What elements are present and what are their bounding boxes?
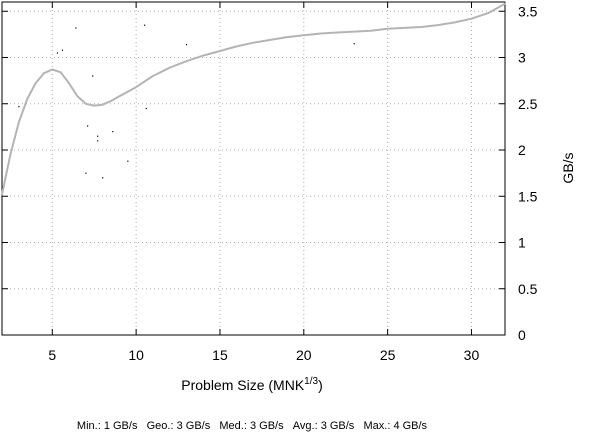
- data-point: [85, 173, 86, 174]
- stats-text: Min.: 1 GB/s Geo.: 3 GB/s Med.: 3 GB/s A…: [77, 420, 428, 432]
- x-tick-label: 30: [464, 347, 480, 363]
- data-point: [97, 136, 98, 137]
- data-point: [62, 50, 63, 51]
- y-tick-label: 3: [518, 50, 526, 66]
- x-axis: 5 10 15 20 25 30: [48, 2, 479, 363]
- y-tick-label: 0.5: [518, 281, 538, 297]
- x-tick-label: 25: [380, 347, 396, 363]
- data-point: [112, 131, 113, 132]
- data-point: [144, 25, 145, 26]
- y-tick-label: 0: [518, 327, 526, 343]
- x-axis-title-main: Problem Size (MNK: [181, 377, 305, 393]
- trend-line: [2, 4, 505, 195]
- data-point: [75, 27, 76, 28]
- data-point: [146, 108, 147, 109]
- data-point: [92, 76, 93, 77]
- stat-value: 3 GB/s: [321, 420, 355, 432]
- data-point: [127, 161, 128, 162]
- stats-line: Min.: 1 GB/s Geo.: 3 GB/s Med.: 3 GB/s A…: [77, 420, 428, 432]
- stat-value: 3 GB/s: [250, 420, 284, 432]
- x-axis-title-sup: 1/3: [304, 376, 318, 387]
- series-layer: [2, 4, 505, 195]
- stat-label: Avg.:: [284, 420, 321, 432]
- y-tick-label: 2.5: [518, 96, 538, 112]
- stat-value: 3 GB/s: [177, 420, 211, 432]
- x-axis-title-close: ): [318, 377, 323, 393]
- x-tick-label: 20: [296, 347, 312, 363]
- x-axis-title: Problem Size (MNK1/3): [181, 376, 323, 393]
- stat-label: Min.:: [77, 420, 104, 432]
- plot-frame: [2, 2, 505, 335]
- data-point: [102, 177, 103, 178]
- y-axis: 0 0.5 1 1.5 2 2.5 3 3.5: [2, 3, 538, 343]
- data-point: [186, 44, 187, 45]
- data-point: [97, 140, 98, 141]
- data-point: [18, 106, 19, 107]
- y-tick-label: 1: [518, 235, 526, 251]
- y-axis-title: GB/s: [560, 152, 576, 183]
- y-tick-label: 3.5: [518, 3, 538, 19]
- y-tick-label: 2: [518, 142, 526, 158]
- data-point: [354, 43, 355, 44]
- stat-label: Med.:: [210, 420, 250, 432]
- stat-label: Max.:: [354, 420, 393, 432]
- x-tick-label: 10: [128, 347, 144, 363]
- data-point: [57, 52, 58, 53]
- stat-value: 4 GB/s: [393, 420, 427, 432]
- x-tick-label: 15: [212, 347, 228, 363]
- data-point: [87, 125, 88, 126]
- y-tick-label: 1.5: [518, 188, 538, 204]
- grid: [2, 2, 505, 335]
- stat-label: Geo.:: [137, 420, 176, 432]
- x-tick-label: 5: [48, 347, 56, 363]
- stat-value: 1 GB/s: [104, 420, 138, 432]
